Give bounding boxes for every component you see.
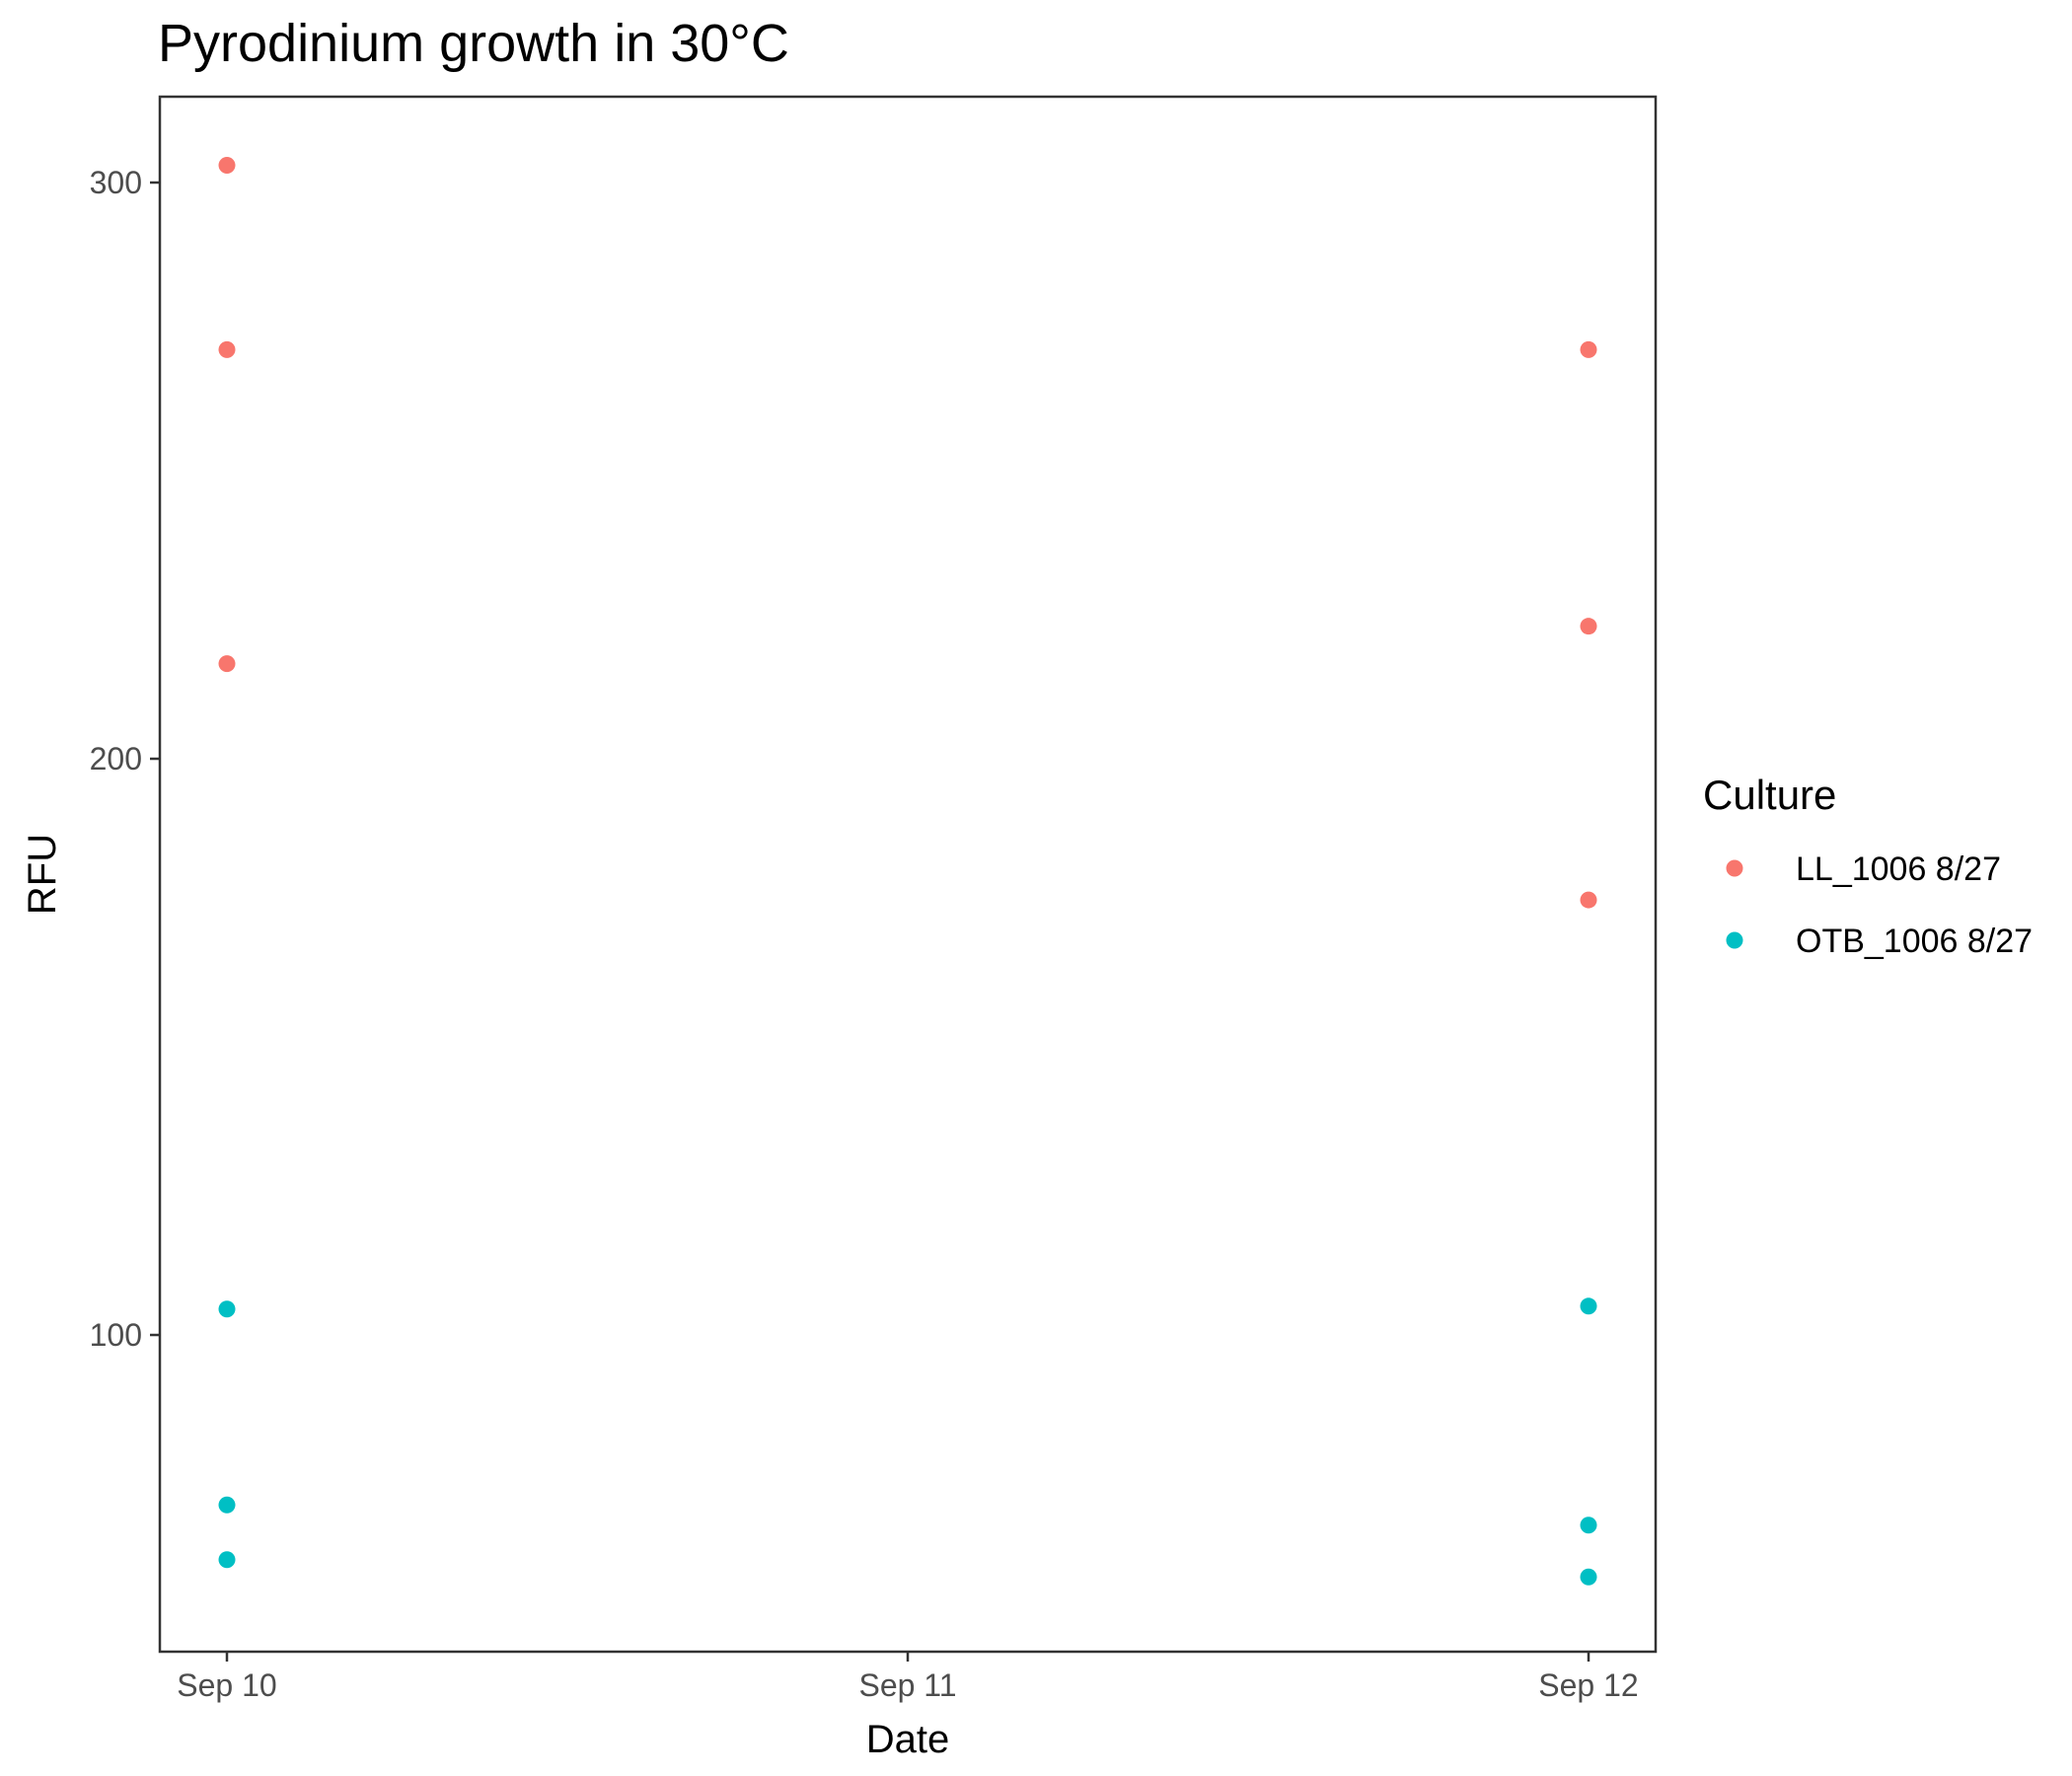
x-tick-label: Sep 12 — [1538, 1667, 1638, 1703]
legend-label: OTB_1006 8/27 — [1796, 923, 2033, 960]
x-tick-label: Sep 10 — [177, 1667, 276, 1703]
data-point — [1580, 891, 1597, 909]
legend-label: LL_1006 8/27 — [1796, 851, 2001, 888]
data-point — [218, 1496, 236, 1514]
data-point — [218, 1300, 236, 1318]
chart-title: Pyrodinium growth in 30°C — [158, 14, 789, 73]
data-point — [218, 655, 236, 673]
plot-panel — [158, 95, 1658, 1654]
legend-key — [1726, 859, 1743, 877]
x-axis: Sep 10 Sep 11 Sep 12 — [177, 1652, 1639, 1703]
data-point — [1580, 1517, 1597, 1534]
data-point — [218, 1551, 236, 1569]
x-axis-title: Date — [866, 1718, 950, 1761]
legend-title: Culture — [1703, 772, 1836, 818]
data-point — [218, 340, 236, 358]
data-point — [1580, 1297, 1597, 1315]
y-tick-label: 300 — [90, 165, 142, 200]
y-axis-title: RFU — [21, 834, 64, 915]
legend: Culture LL_1006 8/27 OTB_1006 8/27 — [1703, 772, 2033, 960]
x-tick-label: Sep 11 — [858, 1667, 956, 1703]
y-tick-label: 200 — [90, 741, 142, 777]
data-point — [218, 156, 236, 174]
data-point — [1580, 340, 1597, 358]
data-points — [218, 156, 1597, 1586]
data-point — [1580, 618, 1597, 635]
legend-key — [1726, 931, 1743, 949]
y-tick-label: 100 — [90, 1317, 142, 1353]
data-point — [1580, 1568, 1597, 1586]
y-axis: 100 200 300 — [90, 165, 160, 1353]
